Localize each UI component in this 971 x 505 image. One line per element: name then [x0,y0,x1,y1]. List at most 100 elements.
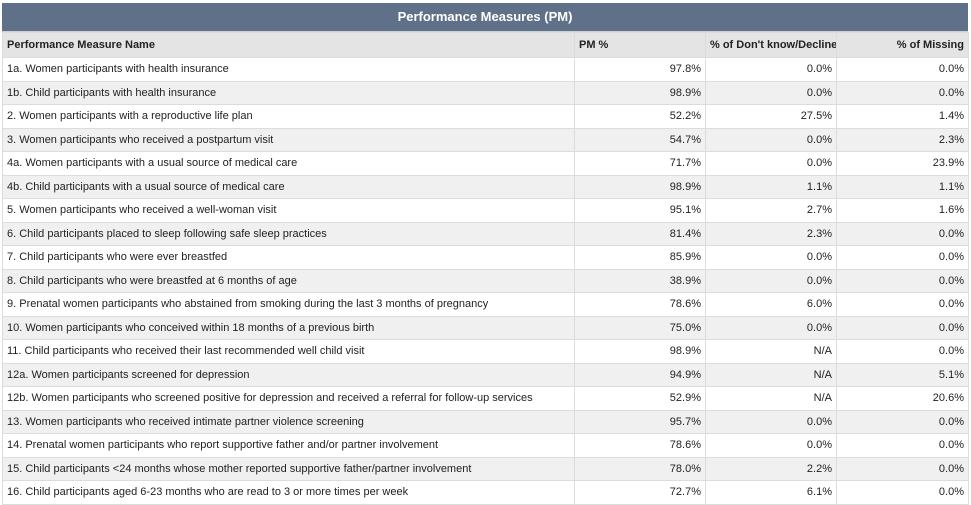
cell-measure-name: 6. Child participants placed to sleep fo… [2,221,575,246]
cell-missing-percent: 0.0% [836,292,969,317]
table-header-row: Performance Measure Name PM % % of Don't… [2,32,969,58]
column-header-name[interactable]: Performance Measure Name [2,32,575,58]
cell-measure-name: 14. Prenatal women participants who repo… [2,433,575,458]
cell-missing-percent: 2.3% [836,127,969,152]
cell-missing-percent: 0.0% [836,409,969,434]
cell-missing-percent: 0.0% [836,456,969,481]
cell-pm-percent: 98.9% [574,174,706,199]
cell-missing-percent: 23.9% [836,151,969,176]
cell-dont-know-percent: 0.0% [705,245,837,270]
performance-measures-panel: Performance Measures (PM) Performance Me… [2,3,969,505]
table-row: 10. Women participants who conceived wit… [2,315,969,340]
table-row: 1a. Women participants with health insur… [2,57,969,82]
cell-pm-percent: 78.6% [574,292,706,317]
table-row: 12b. Women participants who screened pos… [2,386,969,411]
cell-measure-name: 16. Child participants aged 6-23 months … [2,480,575,505]
cell-dont-know-percent: 0.0% [705,151,837,176]
cell-missing-percent: 0.0% [836,433,969,458]
cell-dont-know-percent: 0.0% [705,433,837,458]
cell-measure-name: 1b. Child participants with health insur… [2,80,575,105]
cell-dont-know-percent: N/A [705,339,837,364]
cell-pm-percent: 94.9% [574,362,706,387]
cell-dont-know-percent: 6.0% [705,292,837,317]
cell-dont-know-percent: 1.1% [705,174,837,199]
cell-dont-know-percent: 0.0% [705,268,837,293]
column-header-pm[interactable]: PM % [574,32,706,58]
table-row: 13. Women participants who received inti… [2,409,969,434]
table-row: 3. Women participants who received a pos… [2,127,969,152]
cell-missing-percent: 5.1% [836,362,969,387]
cell-dont-know-percent: 6.1% [705,480,837,505]
cell-missing-percent: 0.0% [836,480,969,505]
table-row: 8. Child participants who were breastfed… [2,268,969,293]
cell-missing-percent: 0.0% [836,315,969,340]
cell-dont-know-percent: 0.0% [705,315,837,340]
cell-dont-know-percent: 2.2% [705,456,837,481]
cell-measure-name: 12a. Women participants screened for dep… [2,362,575,387]
cell-dont-know-percent: 0.0% [705,57,837,82]
cell-missing-percent: 0.0% [836,57,969,82]
cell-missing-percent: 0.0% [836,221,969,246]
table-row: 4b. Child participants with a usual sour… [2,174,969,199]
cell-measure-name: 4a. Women participants with a usual sour… [2,151,575,176]
cell-pm-percent: 95.1% [574,198,706,223]
table-row: 9. Prenatal women participants who absta… [2,292,969,317]
table-row: 15. Child participants <24 months whose … [2,456,969,481]
cell-measure-name: 2. Women participants with a reproductiv… [2,104,575,129]
cell-pm-percent: 78.6% [574,433,706,458]
column-header-dont-know[interactable]: % of Don't know/Declined [705,32,837,58]
cell-pm-percent: 52.9% [574,386,706,411]
cell-pm-percent: 52.2% [574,104,706,129]
cell-measure-name: 10. Women participants who conceived wit… [2,315,575,340]
cell-dont-know-percent: 27.5% [705,104,837,129]
cell-measure-name: 4b. Child participants with a usual sour… [2,174,575,199]
cell-missing-percent: 0.0% [836,268,969,293]
cell-dont-know-percent: N/A [705,362,837,387]
table-row: 7. Child participants who were ever brea… [2,245,969,270]
cell-measure-name: 12b. Women participants who screened pos… [2,386,575,411]
cell-measure-name: 8. Child participants who were breastfed… [2,268,575,293]
cell-pm-percent: 75.0% [574,315,706,340]
table-row: 11. Child participants who received thei… [2,339,969,364]
cell-dont-know-percent: N/A [705,386,837,411]
cell-pm-percent: 38.9% [574,268,706,293]
cell-missing-percent: 1.1% [836,174,969,199]
table-row: 16. Child participants aged 6-23 months … [2,480,969,505]
cell-pm-percent: 97.8% [574,57,706,82]
table-row: 12a. Women participants screened for dep… [2,362,969,387]
column-header-missing[interactable]: % of Missing [836,32,969,58]
table-row: 1b. Child participants with health insur… [2,80,969,105]
performance-measures-table: Performance Measure Name PM % % of Don't… [2,32,969,505]
cell-missing-percent: 0.0% [836,339,969,364]
panel-title: Performance Measures (PM) [2,3,968,32]
cell-pm-percent: 81.4% [574,221,706,246]
cell-measure-name: 3. Women participants who received a pos… [2,127,575,152]
cell-pm-percent: 95.7% [574,409,706,434]
cell-pm-percent: 71.7% [574,151,706,176]
cell-dont-know-percent: 2.7% [705,198,837,223]
cell-missing-percent: 0.0% [836,80,969,105]
cell-pm-percent: 85.9% [574,245,706,270]
table-row: 14. Prenatal women participants who repo… [2,433,969,458]
cell-measure-name: 5. Women participants who received a wel… [2,198,575,223]
cell-missing-percent: 1.6% [836,198,969,223]
cell-dont-know-percent: 0.0% [705,80,837,105]
table-row: 6. Child participants placed to sleep fo… [2,221,969,246]
cell-measure-name: 9. Prenatal women participants who absta… [2,292,575,317]
table-row: 5. Women participants who received a wel… [2,198,969,223]
cell-dont-know-percent: 2.3% [705,221,837,246]
cell-pm-percent: 78.0% [574,456,706,481]
table-row: 2. Women participants with a reproductiv… [2,104,969,129]
cell-pm-percent: 54.7% [574,127,706,152]
cell-measure-name: 7. Child participants who were ever brea… [2,245,575,270]
cell-missing-percent: 20.6% [836,386,969,411]
cell-measure-name: 15. Child participants <24 months whose … [2,456,575,481]
cell-measure-name: 1a. Women participants with health insur… [2,57,575,82]
cell-missing-percent: 1.4% [836,104,969,129]
cell-pm-percent: 98.9% [574,339,706,364]
cell-measure-name: 11. Child participants who received thei… [2,339,575,364]
cell-pm-percent: 72.7% [574,480,706,505]
cell-measure-name: 13. Women participants who received inti… [2,409,575,434]
cell-missing-percent: 0.0% [836,245,969,270]
cell-dont-know-percent: 0.0% [705,409,837,434]
